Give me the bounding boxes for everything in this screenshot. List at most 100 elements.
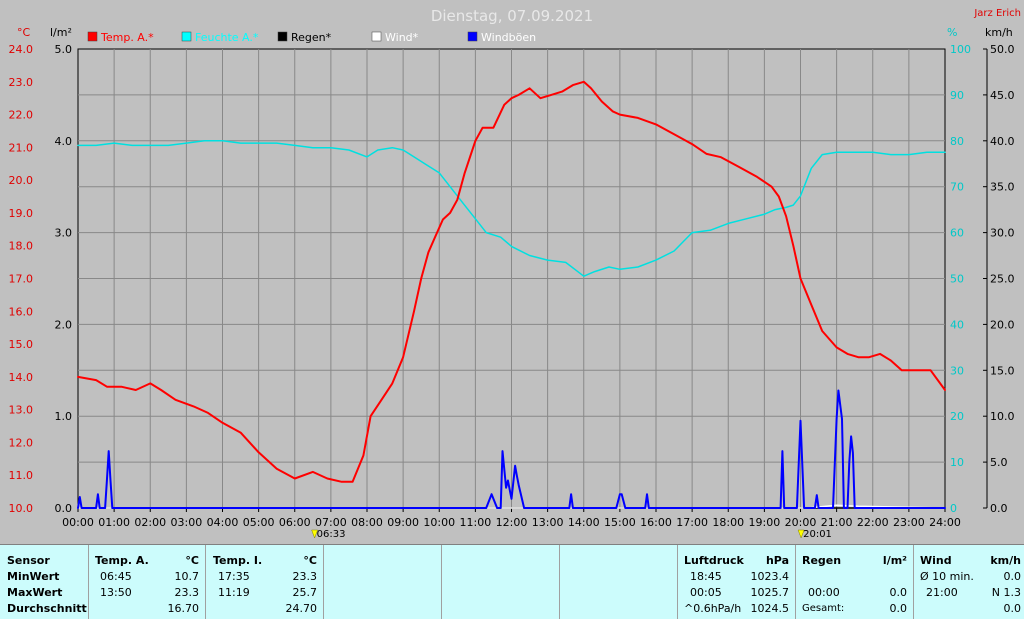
temp-tick-label: 23.0	[9, 76, 34, 89]
x-tick-label: 22:00	[857, 516, 889, 529]
x-tick-label: 23:00	[893, 516, 925, 529]
sensor-label: Sensor	[7, 554, 50, 567]
x-tick-label: 19:00	[749, 516, 781, 529]
temp-tick-label: 10.0	[9, 502, 34, 515]
maxwert-label: MaxWert	[7, 586, 63, 599]
x-tick-label: 04:00	[207, 516, 239, 529]
humidity-tick-label: 70	[950, 181, 964, 194]
x-tick-label: 08:00	[351, 516, 383, 529]
rain-tick-label: 3.0	[55, 227, 73, 240]
x-tick-label: 16:00	[640, 516, 672, 529]
pressure-min-time: 18:45	[690, 570, 722, 583]
x-tick-label: 21:00	[821, 516, 853, 529]
pressure-max-value: 1025.7	[750, 586, 790, 599]
rain-tick-label: 5.0	[55, 43, 73, 56]
sunrise-time: 06:33	[317, 529, 346, 540]
temp-a-min-value: 10.7	[174, 570, 200, 583]
wind-avg-value: 0.0	[1003, 570, 1022, 583]
x-tick-label: 06:00	[279, 516, 311, 529]
minwert-label: MinWert	[7, 570, 60, 583]
temp-a-panel: Temp. A. °C 06:45 10.7 13:50 23.3 16.70	[89, 545, 206, 619]
legend-label: Windböen	[481, 31, 536, 44]
rain-unit: l/m²	[882, 554, 907, 567]
temp-tick-label: 15.0	[9, 338, 34, 351]
wind-tick-label: 0.0	[990, 502, 1008, 515]
x-tick-label: 10:00	[423, 516, 455, 529]
wind-tick-label: 10.0	[990, 410, 1015, 423]
series-line-temp-a	[77, 80, 946, 483]
temp-a-avg-value: 16.70	[167, 602, 200, 615]
x-tick-label: 07:00	[315, 516, 347, 529]
wind-tick-label: 25.0	[990, 273, 1015, 286]
wind-time: 21:00	[926, 586, 958, 599]
legend-label: Feuchte A.*	[195, 31, 259, 44]
temp-a-max-value: 23.3	[174, 586, 200, 599]
legend-label: Wind*	[385, 31, 419, 44]
wind-direction-value: N 1.3	[991, 586, 1021, 599]
empty-panel-1	[324, 545, 442, 619]
temp-unit-label: °C	[17, 26, 31, 39]
wind-tick-label: 20.0	[990, 318, 1015, 331]
humidity-tick-label: 60	[950, 227, 964, 240]
rain-value: 0.0	[889, 586, 908, 599]
humidity-tick-label: 100	[950, 43, 971, 56]
x-tick-label: 05:00	[243, 516, 275, 529]
legend-swatch	[87, 31, 98, 42]
temp-i-min-value: 23.3	[292, 570, 318, 583]
legend-swatch	[277, 31, 288, 42]
legend-swatch	[467, 31, 478, 42]
temp-i-min-time: 17:35	[218, 570, 250, 583]
temp-tick-label: 21.0	[9, 141, 34, 154]
wind-avg-label: Ø 10 min.	[920, 570, 974, 583]
chart-title: Dienstag, 07.09.2021	[431, 7, 593, 25]
temp-a-max-time: 13:50	[100, 586, 132, 599]
temp-i-avg-value: 24.70	[285, 602, 318, 615]
temp-i-panel: Temp. I. °C 17:35 23.3 11:19 25.7 24.70	[206, 545, 324, 619]
x-tick-label: 02:00	[134, 516, 166, 529]
temp-tick-label: 17.0	[9, 273, 34, 286]
wind-tick-label: 40.0	[990, 135, 1015, 148]
wind-unit-label: km/h	[985, 26, 1013, 39]
x-tick-label: 17:00	[676, 516, 708, 529]
x-tick-label: 18:00	[712, 516, 744, 529]
temp-tick-label: 20.0	[9, 174, 34, 187]
x-tick-label: 12:00	[496, 516, 528, 529]
empty-panel-2	[442, 545, 560, 619]
humidity-unit-label: %	[947, 26, 957, 39]
temp-i-max-value: 25.7	[292, 586, 318, 599]
rain-total-label: Gesamt:	[802, 603, 845, 614]
wind-tick-label: 45.0	[990, 89, 1015, 102]
series-line-windb-en	[77, 389, 946, 509]
x-tick-label: 01:00	[98, 516, 130, 529]
humidity-tick-label: 40	[950, 318, 964, 331]
humidity-tick-label: 80	[950, 135, 964, 148]
temp-tick-label: 14.0	[9, 371, 34, 384]
humidity-tick-label: 50	[950, 273, 964, 286]
legend-label: Regen*	[291, 31, 332, 44]
wind-tick-label: 5.0	[990, 456, 1008, 469]
wind-tick-label: 30.0	[990, 227, 1015, 240]
humidity-tick-label: 30	[950, 364, 964, 377]
x-tick-label: 20:00	[785, 516, 817, 529]
rain-tick-label: 1.0	[55, 410, 73, 423]
wind-tick-label: 35.0	[990, 181, 1015, 194]
wind-panel: Wind km/h Ø 10 min. 0.0 21:00 N 1.3 0.0	[914, 545, 1024, 619]
pressure-max-time: 00:05	[690, 586, 722, 599]
sunset-icon	[797, 529, 805, 539]
rain-tick-label: 4.0	[55, 135, 73, 148]
x-tick-label: 13:00	[532, 516, 564, 529]
rain-tick-label: 2.0	[55, 318, 73, 331]
rain-label: Regen	[802, 554, 842, 567]
temp-a-label: Temp. A.	[95, 554, 149, 567]
sensor-panel: Sensor MinWert MaxWert Durchschnitt	[0, 545, 89, 619]
legend-label: Temp. A.*	[100, 31, 154, 44]
x-tick-label: 11:00	[460, 516, 492, 529]
temp-tick-label: 12.0	[9, 436, 34, 449]
wind-tick-label: 15.0	[990, 364, 1015, 377]
rain-panel: Regen l/m² 00:00 0.0 Gesamt: 0.0	[796, 545, 914, 619]
stats-table: Sensor MinWert MaxWert Durchschnitt Temp…	[0, 544, 1024, 619]
pressure-panel: Luftdruck hPa 18:45 1023.4 00:05 1025.7 …	[678, 545, 796, 619]
temp-a-min-time: 06:45	[100, 570, 132, 583]
rain-unit-label: l/m²	[50, 26, 72, 39]
temp-tick-label: 13.0	[9, 404, 34, 417]
